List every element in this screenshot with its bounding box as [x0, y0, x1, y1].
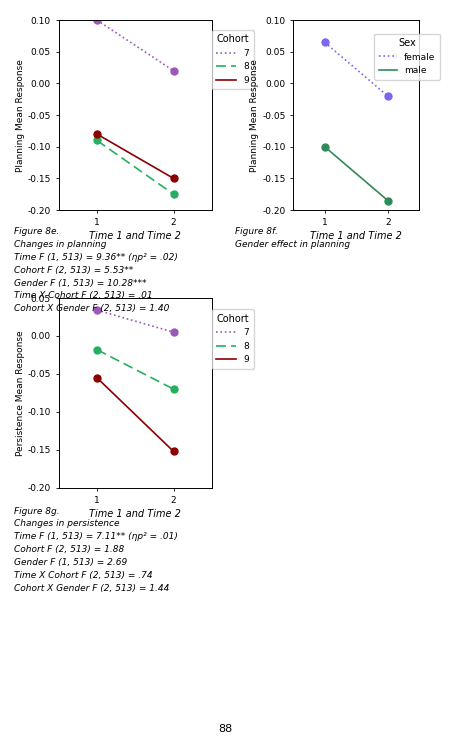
Y-axis label: Planning Mean Response: Planning Mean Response — [250, 59, 259, 171]
Text: 88: 88 — [218, 724, 233, 734]
Text: Figure 8e.
Changes in planning
Time F (1, 513) = 9.36** (ηp² = .02)
Cohort F (2,: Figure 8e. Changes in planning Time F (1… — [14, 227, 177, 314]
Y-axis label: Planning Mean Response: Planning Mean Response — [16, 59, 25, 171]
X-axis label: Time 1 and Time 2: Time 1 and Time 2 — [310, 231, 402, 241]
X-axis label: Time 1 and Time 2: Time 1 and Time 2 — [89, 231, 181, 241]
Legend: female, male: female, male — [374, 34, 440, 80]
Text: Figure 8f.
Gender effect in planning: Figure 8f. Gender effect in planning — [235, 227, 350, 249]
Legend: 7, 8, 9: 7, 8, 9 — [212, 309, 254, 369]
Text: Figure 8g.
Changes in persistence
Time F (1, 513) = 7.11** (ηp² = .01)
Cohort F : Figure 8g. Changes in persistence Time F… — [14, 507, 177, 593]
Legend: 7, 8, 9: 7, 8, 9 — [212, 30, 254, 89]
Y-axis label: Persistence Mean Response: Persistence Mean Response — [16, 330, 25, 456]
X-axis label: Time 1 and Time 2: Time 1 and Time 2 — [89, 509, 181, 519]
